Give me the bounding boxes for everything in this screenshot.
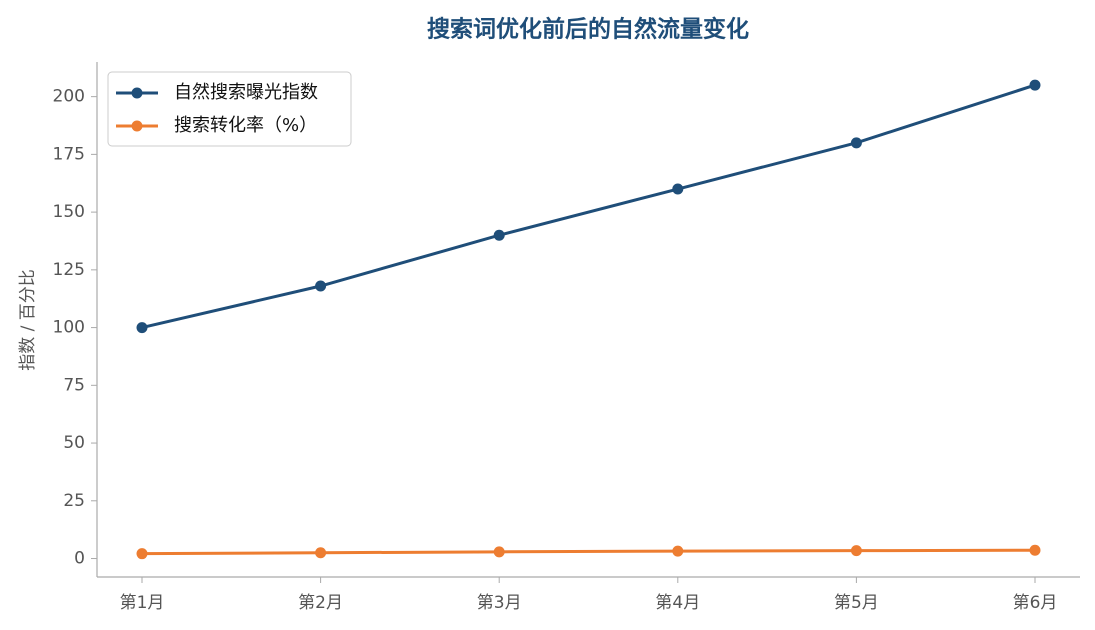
series-line xyxy=(141,83,1036,330)
data-point xyxy=(493,546,505,558)
data-point xyxy=(1029,544,1041,556)
y-tick-label: 75 xyxy=(63,375,85,395)
y-tick-label: 150 xyxy=(53,202,85,222)
y-tick-label: 125 xyxy=(53,260,85,280)
y-tick-label: 100 xyxy=(53,318,85,338)
x-tick-label: 第2月 xyxy=(298,593,343,613)
legend-box xyxy=(107,71,352,147)
data-point xyxy=(850,545,862,557)
x-tick-label: 第4月 xyxy=(655,593,700,613)
y-tick-label: 25 xyxy=(63,491,85,511)
data-point xyxy=(672,183,684,195)
x-tick-label: 第3月 xyxy=(477,593,522,613)
y-axis-label: 指数 / 百分比 xyxy=(18,269,38,371)
legend-marker xyxy=(131,87,143,99)
x-tick-label: 第1月 xyxy=(120,593,165,613)
y-tick-label: 0 xyxy=(74,549,85,569)
data-point xyxy=(136,548,148,560)
data-point xyxy=(315,547,327,559)
y-tick-label: 50 xyxy=(63,433,85,453)
x-tick-label: 第6月 xyxy=(1013,593,1058,613)
chart-title: 搜索词优化前后的自然流量变化 xyxy=(427,16,749,43)
series-line xyxy=(141,548,1036,556)
legend-label: 搜索转化率（%） xyxy=(174,115,317,136)
x-tick-label: 第5月 xyxy=(834,593,879,613)
data-point xyxy=(136,322,148,334)
y-tick-label: 175 xyxy=(53,144,85,164)
data-point xyxy=(315,280,327,292)
y-tick-label: 200 xyxy=(53,87,85,107)
data-point xyxy=(672,545,684,557)
data-point xyxy=(1029,79,1041,91)
data-point xyxy=(493,229,505,241)
legend-label: 自然搜索曝光指数 xyxy=(174,82,318,103)
data-point xyxy=(850,137,862,149)
legend-marker xyxy=(131,120,143,132)
